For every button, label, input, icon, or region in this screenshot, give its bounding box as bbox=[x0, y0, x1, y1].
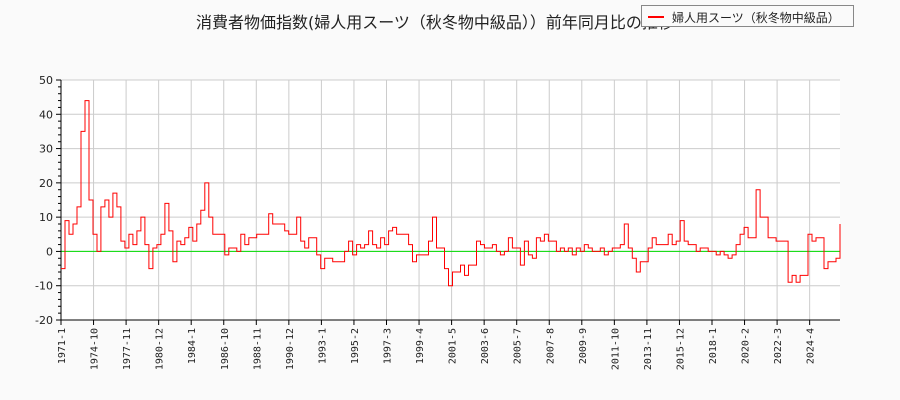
y-tick-label: -20 bbox=[35, 314, 53, 327]
legend-swatch bbox=[648, 16, 664, 18]
y-tick-label: 40 bbox=[39, 108, 53, 121]
x-tick-label: 1997-3 bbox=[383, 328, 394, 364]
series-line bbox=[61, 100, 841, 287]
plot-area bbox=[61, 80, 840, 320]
x-tick-label: 1984-1 bbox=[187, 328, 198, 364]
x-tick-label: 1977-11 bbox=[122, 328, 133, 370]
y-tick-label: -10 bbox=[35, 280, 53, 293]
x-tick-label: 1974-10 bbox=[90, 328, 101, 370]
x-tick-label: 2018-1 bbox=[708, 328, 719, 364]
y-tick-label: 50 bbox=[39, 74, 53, 87]
x-tick-label: 2015-12 bbox=[675, 328, 686, 370]
x-tick-label: 2020-2 bbox=[741, 328, 752, 364]
x-tick-label: 1990-12 bbox=[285, 328, 296, 370]
x-tick-label: 2024-4 bbox=[806, 328, 817, 364]
x-tick-label: 2007-8 bbox=[545, 328, 556, 364]
x-tick-label: 2003-6 bbox=[480, 328, 491, 364]
x-tick-label: 1993-1 bbox=[317, 328, 328, 364]
y-tick-label: 10 bbox=[39, 211, 53, 224]
chart-title: 消費者物価指数(婦人用スーツ（秋冬物中級品））前年同月比の推移 bbox=[196, 13, 674, 32]
legend: 婦人用スーツ（秋冬物中級品） bbox=[641, 5, 854, 27]
x-tick-label: 1988-11 bbox=[252, 328, 263, 370]
x-tick-label: 1971-1 bbox=[57, 328, 68, 364]
x-tick-label: 1999-4 bbox=[415, 328, 426, 364]
x-tick-label: 2005-7 bbox=[513, 328, 524, 364]
x-tick-label: 2001-5 bbox=[448, 328, 459, 364]
x-tick-label: 2013-11 bbox=[643, 328, 654, 370]
x-tick-label: 2009-9 bbox=[578, 328, 589, 364]
y-tick-label: 20 bbox=[39, 177, 53, 190]
x-tick-label: 2011-10 bbox=[610, 328, 621, 370]
x-tick-label: 1986-10 bbox=[220, 328, 231, 370]
legend-label: 婦人用スーツ（秋冬物中級品） bbox=[672, 11, 840, 25]
y-tick-label: 0 bbox=[46, 245, 53, 258]
x-tick-label: 1980-12 bbox=[155, 328, 166, 370]
y-tick-label: 30 bbox=[39, 143, 53, 156]
x-tick-label: 1995-2 bbox=[350, 328, 361, 364]
x-tick-label: 2022-3 bbox=[773, 328, 784, 364]
